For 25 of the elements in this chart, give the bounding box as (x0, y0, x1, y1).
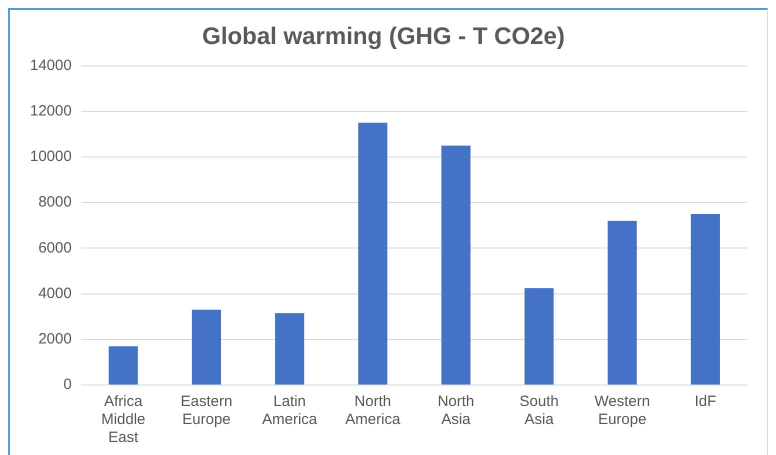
y-tick-label: 12000 (30, 102, 72, 120)
x-tick-label: Africa Middle East (101, 393, 146, 446)
y-tick-label: 2000 (38, 330, 72, 348)
y-tick-label: 0 (63, 376, 72, 394)
y-tick-label: 10000 (30, 148, 72, 166)
x-tick-label: North America (345, 393, 401, 428)
x-tick-label: IdF (694, 393, 716, 410)
chart-title: Global warming (GHG - T CO2e) (202, 23, 565, 50)
y-tick-label: 14000 (30, 56, 72, 74)
x-tick-label: Latin America (262, 393, 318, 428)
y-tick-label: 4000 (38, 284, 72, 302)
bar (608, 220, 637, 384)
x-tick-label: Eastern Europe (180, 393, 232, 428)
bar (690, 214, 720, 384)
x-tick-label: South Asia (519, 393, 559, 428)
bar (524, 288, 554, 384)
x-tick-label: North Asia (438, 393, 474, 428)
bar (358, 122, 388, 384)
bar (192, 310, 222, 384)
y-tick-label: 6000 (38, 239, 72, 256)
bar (108, 346, 138, 384)
y-tick-label: 8000 (38, 194, 72, 211)
x-tick-label: Western Europe (594, 393, 650, 428)
bar (275, 313, 304, 384)
bar (441, 146, 470, 384)
